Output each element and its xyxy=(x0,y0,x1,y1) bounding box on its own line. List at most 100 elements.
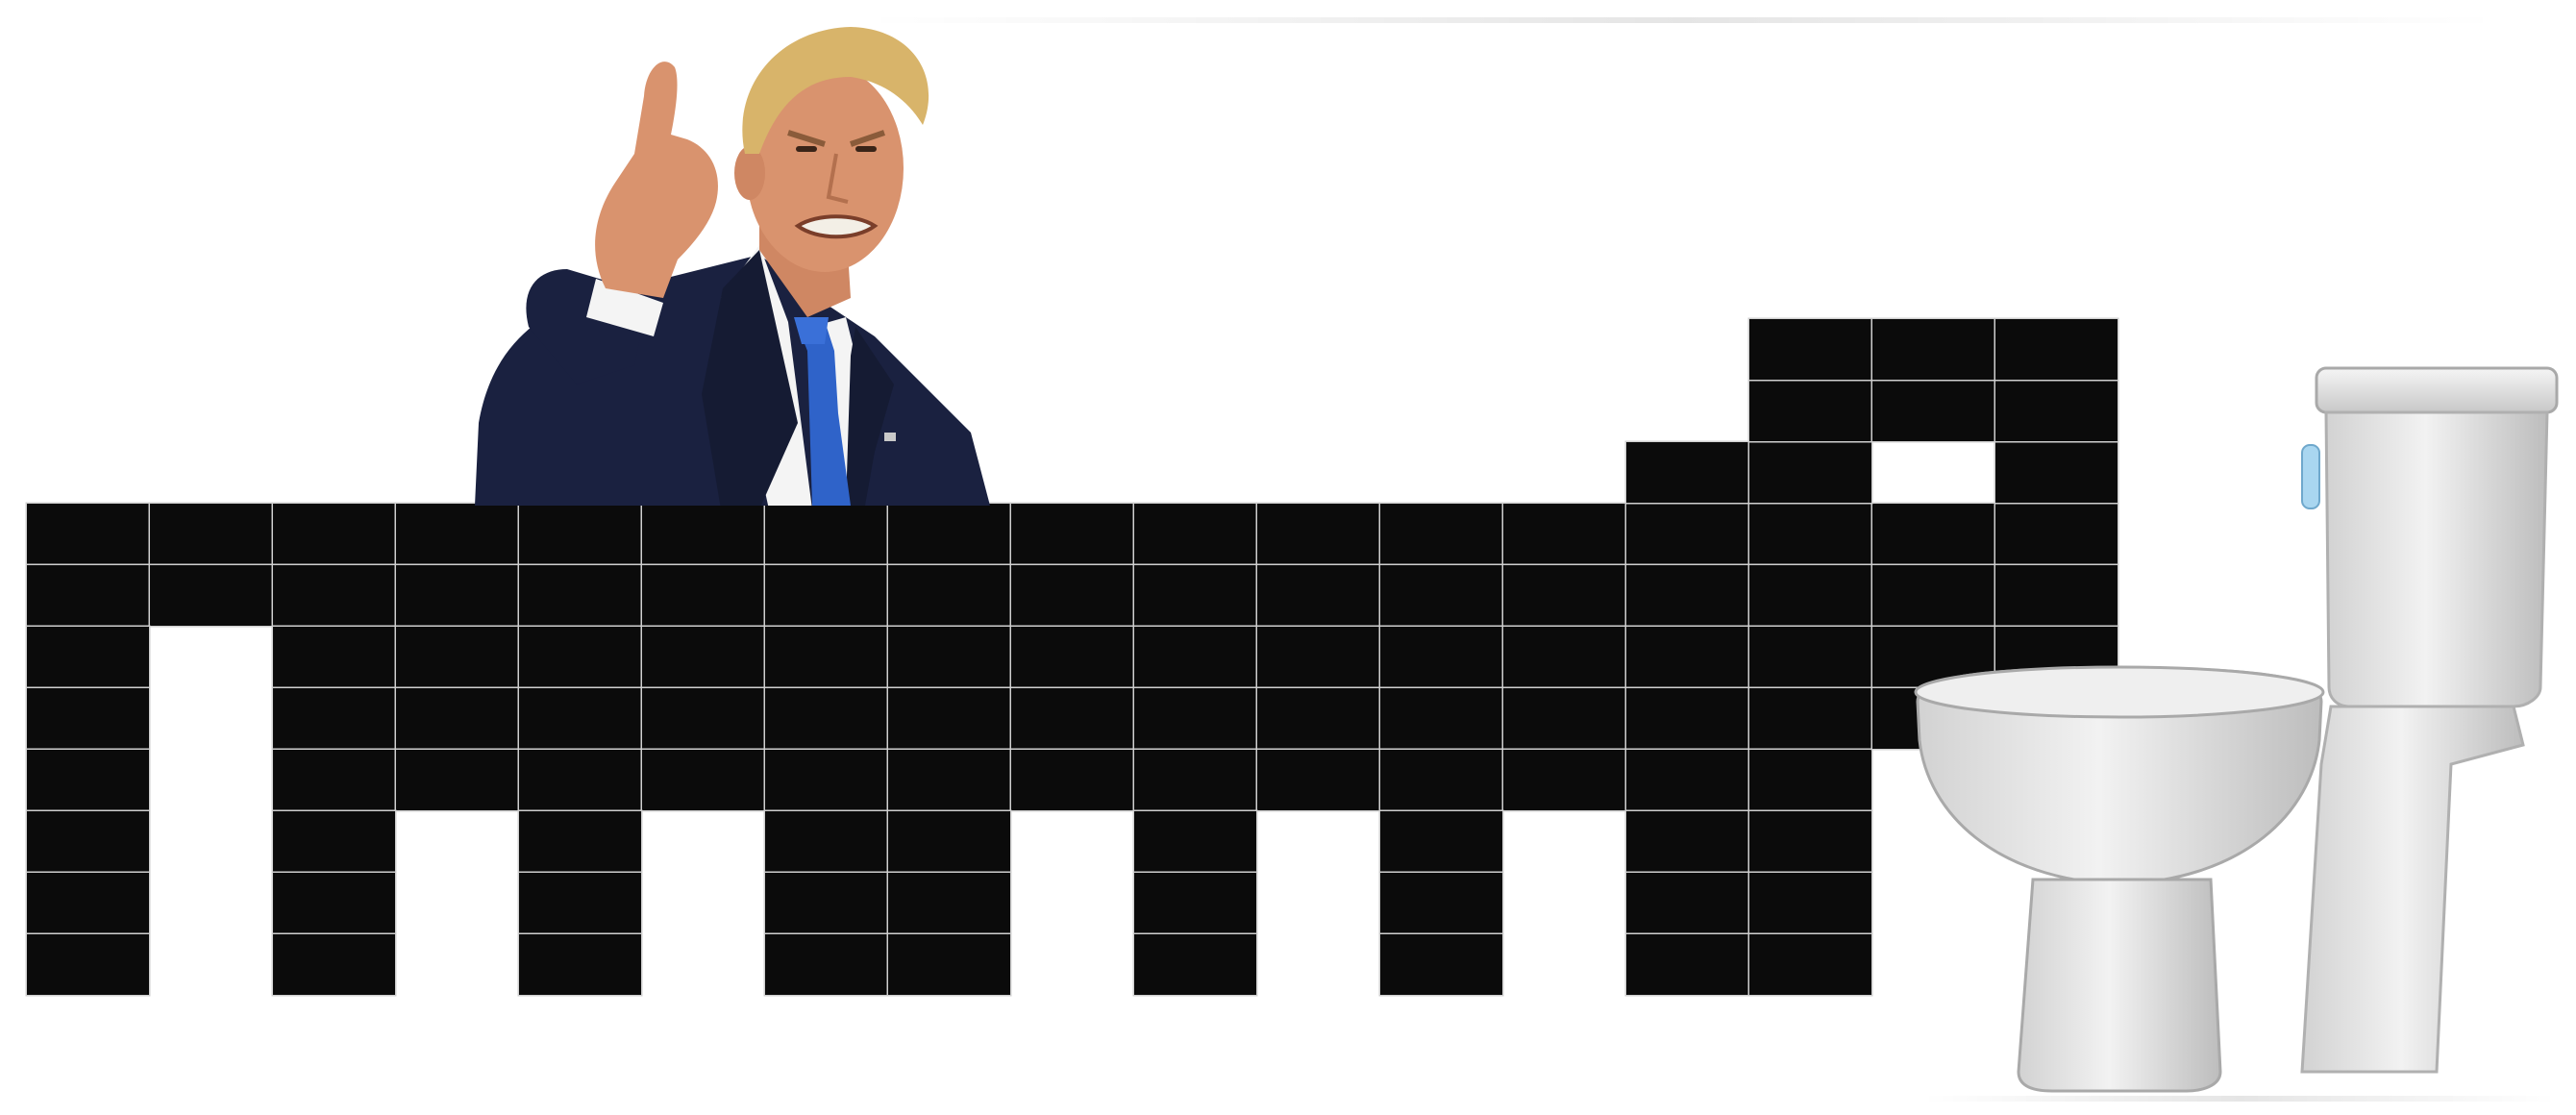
floor-smudge xyxy=(1922,1096,2557,1102)
wall-brick xyxy=(765,750,887,810)
wall-brick xyxy=(27,873,149,933)
brow-left xyxy=(787,130,826,147)
wall-brick xyxy=(1257,565,1379,626)
wall-brick xyxy=(1134,934,1256,995)
wall-brick xyxy=(1749,627,1871,687)
wall-brick xyxy=(765,627,887,687)
wall-brick xyxy=(1134,811,1256,872)
wall-brick xyxy=(888,627,1010,687)
wall-brick xyxy=(273,873,395,933)
wall-brick xyxy=(1503,688,1625,749)
tie-knot xyxy=(794,317,829,344)
wall-brick xyxy=(1995,319,2118,380)
pointing-hand xyxy=(595,62,718,298)
toilet-base xyxy=(2017,878,2222,1093)
wall-brick xyxy=(396,565,518,626)
wall-brick xyxy=(519,565,641,626)
wall-brick xyxy=(1380,627,1502,687)
wall-brick xyxy=(1749,811,1871,872)
wall-brick xyxy=(519,811,641,872)
wall-brick xyxy=(888,934,1010,995)
wall-brick xyxy=(1995,381,2118,441)
tank xyxy=(2324,410,2549,708)
wall-brick xyxy=(1749,442,1871,503)
wall-brick xyxy=(519,750,641,810)
brow-right xyxy=(850,130,885,147)
wall-brick xyxy=(888,811,1010,872)
wall-brick xyxy=(273,934,395,995)
wall-brick xyxy=(273,750,395,810)
wall-brick xyxy=(642,688,764,749)
wall-brick xyxy=(27,750,149,810)
wall-brick xyxy=(519,504,641,564)
wall-brick xyxy=(888,565,1010,626)
hair xyxy=(742,27,929,154)
wall-brick xyxy=(1995,442,2118,503)
wall-brick xyxy=(27,565,149,626)
wall-brick xyxy=(1134,565,1256,626)
toilet-icon xyxy=(1914,366,2559,1093)
wall-brick xyxy=(888,688,1010,749)
wall-brick xyxy=(1134,750,1256,810)
wall-brick xyxy=(1011,750,1133,810)
wall-brick xyxy=(1749,934,1871,995)
tank-lid xyxy=(2315,366,2559,414)
ear xyxy=(734,146,765,200)
wall-brick xyxy=(1257,627,1379,687)
left-lapel xyxy=(702,250,798,506)
rear-pedestal xyxy=(2300,705,2525,1074)
wall-brick xyxy=(642,565,764,626)
wall-brick xyxy=(27,934,149,995)
wall-brick xyxy=(1380,873,1502,933)
wall-brick xyxy=(1749,750,1871,810)
tie xyxy=(798,327,851,506)
wall-brick xyxy=(1134,688,1256,749)
wall-brick xyxy=(273,504,395,564)
wall-brick xyxy=(1749,688,1871,749)
wall-brick xyxy=(765,688,887,749)
wall-brick xyxy=(1626,504,1748,564)
wall-brick xyxy=(27,688,149,749)
wall-brick xyxy=(27,811,149,872)
wall-brick xyxy=(27,627,149,687)
wall-brick xyxy=(1626,627,1748,687)
wall-brick xyxy=(1626,750,1748,810)
background-smudge xyxy=(865,17,2499,23)
wall-brick xyxy=(273,627,395,687)
wall-brick xyxy=(519,688,641,749)
wall-brick xyxy=(642,627,764,687)
wall-brick xyxy=(765,504,887,564)
wall-brick xyxy=(1380,565,1502,626)
wall-brick xyxy=(273,688,395,749)
wall-brick xyxy=(888,750,1010,810)
wall-brick xyxy=(1503,627,1625,687)
wall-brick xyxy=(1626,565,1748,626)
wall-brick xyxy=(1749,319,1871,380)
wall-brick xyxy=(1380,688,1502,749)
wall-brick xyxy=(519,873,641,933)
wall-brick xyxy=(1872,565,1994,626)
wall-brick xyxy=(888,504,1010,564)
wall-brick xyxy=(27,504,149,564)
wall-brick xyxy=(1011,688,1133,749)
wall-brick xyxy=(1872,504,1994,564)
wall-brick xyxy=(1134,504,1256,564)
wall-brick xyxy=(1749,381,1871,441)
wall-brick xyxy=(1257,504,1379,564)
wall-brick xyxy=(1011,504,1133,564)
mouth xyxy=(794,214,879,239)
wall-brick xyxy=(1626,934,1748,995)
wall-brick xyxy=(642,750,764,810)
wall-brick xyxy=(1134,873,1256,933)
wall-brick xyxy=(1011,627,1133,687)
wall-brick xyxy=(1626,688,1748,749)
nose xyxy=(826,153,849,204)
wall-brick xyxy=(1503,504,1625,564)
eye-left xyxy=(796,146,817,152)
wall-brick xyxy=(273,811,395,872)
wall-brick xyxy=(1011,565,1133,626)
wall-brick xyxy=(1380,811,1502,872)
wall-brick xyxy=(519,627,641,687)
lapel-pin xyxy=(884,433,896,441)
